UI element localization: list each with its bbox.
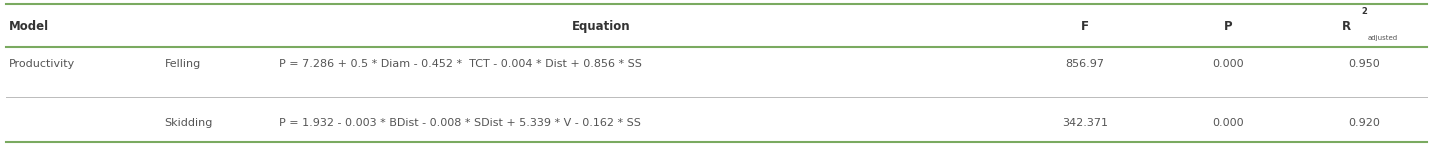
Text: Model: Model (9, 20, 49, 33)
Text: 2: 2 (1361, 7, 1367, 16)
Text: R: R (1342, 20, 1351, 33)
Text: adjusted: adjusted (1368, 35, 1398, 41)
Text: 0.920: 0.920 (1348, 118, 1379, 128)
Text: 0.000: 0.000 (1212, 118, 1244, 128)
Text: Productivity: Productivity (9, 59, 74, 69)
Text: Felling: Felling (165, 59, 200, 69)
Text: F: F (1080, 20, 1089, 33)
Text: Equation: Equation (572, 20, 630, 33)
Text: P = 7.286 + 0.5 * Diam - 0.452 *  TCT - 0.004 * Dist + 0.856 * SS: P = 7.286 + 0.5 * Diam - 0.452 * TCT - 0… (279, 59, 643, 69)
Text: P = 1.932 - 0.003 * BDist - 0.008 * SDist + 5.339 * V - 0.162 * SS: P = 1.932 - 0.003 * BDist - 0.008 * SDis… (279, 118, 641, 128)
Text: 0.950: 0.950 (1348, 59, 1379, 69)
Text: 342.371: 342.371 (1062, 118, 1108, 128)
Text: 856.97: 856.97 (1065, 59, 1105, 69)
Text: Skidding: Skidding (165, 118, 213, 128)
Text: 0.000: 0.000 (1212, 59, 1244, 69)
Text: P: P (1224, 20, 1232, 33)
